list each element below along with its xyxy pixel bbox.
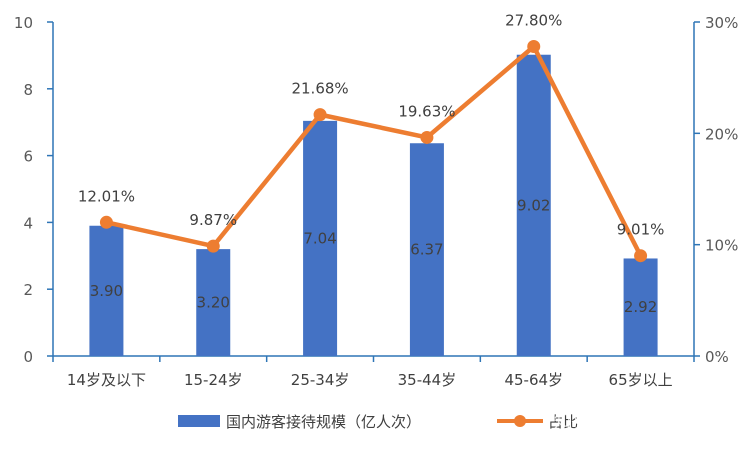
x-tick-label: 35-44岁	[398, 371, 457, 389]
legend: 国内游客接待规模（亿人次） 占比	[178, 413, 578, 431]
x-tick-label: 14岁及以下	[67, 371, 146, 389]
bars	[89, 54, 658, 357]
x-tick-label: 65岁以上	[609, 371, 673, 389]
line-point	[527, 39, 541, 53]
line-point	[99, 215, 113, 229]
bar	[409, 143, 444, 356]
bar	[196, 249, 231, 356]
y-right-tick-label: 10%	[705, 237, 738, 255]
line-data-label: 12.01%	[78, 187, 135, 205]
legend-line-marker	[514, 415, 526, 427]
line-data-label: 9.87%	[189, 211, 237, 229]
y-left-tick-label: 2	[23, 281, 33, 299]
bar	[303, 120, 338, 356]
bar-data-label: 3.90	[90, 282, 123, 300]
legend-bar-label: 国内游客接待规模（亿人次）	[226, 413, 421, 431]
bar-data-label: 6.37	[410, 241, 443, 259]
y-right-tick-label: 0%	[705, 348, 729, 366]
line-data-label: 19.63%	[398, 102, 455, 120]
bar-data-label: 3.20	[197, 294, 230, 312]
bar-labels: 3.90 3.20 7.04 6.37 9.02 2.92	[90, 196, 658, 316]
line-path	[105, 44, 643, 257]
axes: 0 2 4 6 8 10 0% 10% 20% 30% 14岁及以下 15-24岁 25-34岁 35-4…	[14, 14, 738, 389]
bar-data-label: 2.92	[624, 298, 657, 316]
watermark: 知乎 @银龄网李也	[554, 412, 695, 432]
line-point	[313, 108, 327, 122]
line-series	[99, 39, 648, 263]
line-data-label: 27.80%	[505, 11, 562, 29]
line-point	[634, 249, 648, 263]
bar	[623, 258, 658, 356]
y-left-tick-label: 0	[23, 348, 33, 366]
y-right-tick-label: 20%	[705, 125, 738, 143]
bar	[89, 225, 124, 356]
y-left-tick-label: 6	[23, 148, 33, 166]
legend-bar-swatch	[178, 415, 220, 427]
bar-data-label: 9.02	[517, 196, 550, 214]
legend-line-label: 占比	[548, 413, 578, 431]
x-tick-label: 25-34岁	[291, 371, 350, 389]
y-left-tick-label: 10	[14, 14, 33, 32]
line-point	[206, 239, 220, 253]
line-data-label: 9.01%	[617, 221, 665, 239]
x-tick-label: 15-24岁	[184, 371, 243, 389]
bar	[516, 54, 551, 357]
y-right-tick-label: 30%	[705, 14, 738, 32]
bar-data-label: 7.04	[303, 229, 336, 247]
y-left-tick-label: 8	[23, 81, 33, 99]
x-tick-label: 45-64岁	[504, 371, 563, 389]
pct-labels: 12.01% 9.87% 21.68% 19.63% 27.80% 9.01%	[78, 11, 665, 238]
line-point	[420, 130, 434, 144]
line-data-label: 21.68%	[291, 80, 348, 98]
y-left-tick-label: 4	[23, 214, 33, 232]
